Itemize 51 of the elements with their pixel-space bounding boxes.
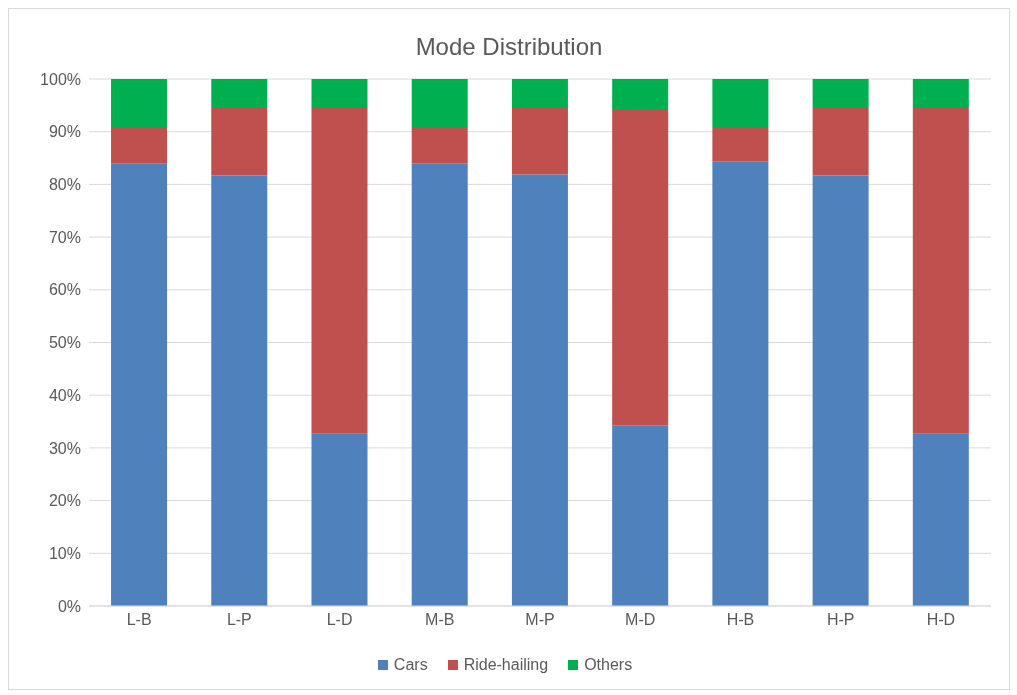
- x-tick-label: H-D: [926, 611, 956, 629]
- bar: [612, 425, 669, 606]
- bar: [912, 433, 969, 606]
- bar: [612, 110, 669, 426]
- bar: [812, 79, 869, 107]
- bar: [511, 107, 568, 175]
- y-tick-label: 60%: [48, 281, 81, 299]
- bar: [411, 163, 468, 606]
- y-tick-label: 50%: [48, 334, 81, 352]
- bar: [912, 79, 969, 108]
- y-tick-label: 0%: [57, 597, 81, 615]
- bar: [511, 79, 568, 108]
- bar: [111, 163, 168, 606]
- x-tick-label: H-B: [726, 611, 755, 629]
- legend-label: Ride-hailing: [463, 656, 549, 674]
- y-tick-label: 30%: [48, 439, 81, 457]
- x-tick-label: L-B: [126, 611, 152, 629]
- bar: [111, 79, 168, 129]
- bar: [511, 174, 568, 606]
- bar: [411, 79, 468, 127]
- bar: [311, 107, 368, 434]
- bar: [211, 107, 268, 176]
- legend-label: Others: [584, 656, 633, 674]
- bar: [211, 175, 268, 606]
- y-tick-label: 80%: [48, 176, 81, 194]
- bar: [712, 161, 769, 606]
- legend-label: Cars: [393, 656, 428, 674]
- bar: [111, 128, 168, 164]
- y-tick-label: 40%: [48, 386, 81, 404]
- x-tick-label: H-P: [826, 611, 855, 629]
- y-tick-label: 10%: [48, 544, 81, 562]
- bar: [812, 175, 869, 606]
- y-tick-label: 100%: [40, 70, 81, 88]
- x-tick-label: M-D: [625, 611, 656, 629]
- bar: [612, 79, 669, 111]
- bar: [712, 79, 769, 127]
- x-tick-label: L-P: [226, 611, 252, 629]
- x-tick-label: M-P: [525, 611, 555, 629]
- y-tick-label: 90%: [48, 123, 81, 141]
- bar: [712, 126, 769, 162]
- bar: [311, 79, 368, 108]
- bar: [211, 79, 268, 108]
- bar: [912, 107, 969, 434]
- x-tick-label: L-D: [326, 611, 353, 629]
- y-tick-label: 20%: [48, 492, 81, 510]
- chart-title: Mode Distribution: [414, 32, 604, 62]
- bar: [311, 433, 368, 606]
- bar: [411, 126, 468, 164]
- y-tick-label: 70%: [48, 228, 81, 246]
- bar: [812, 106, 869, 176]
- x-tick-label: M-B: [425, 611, 455, 629]
